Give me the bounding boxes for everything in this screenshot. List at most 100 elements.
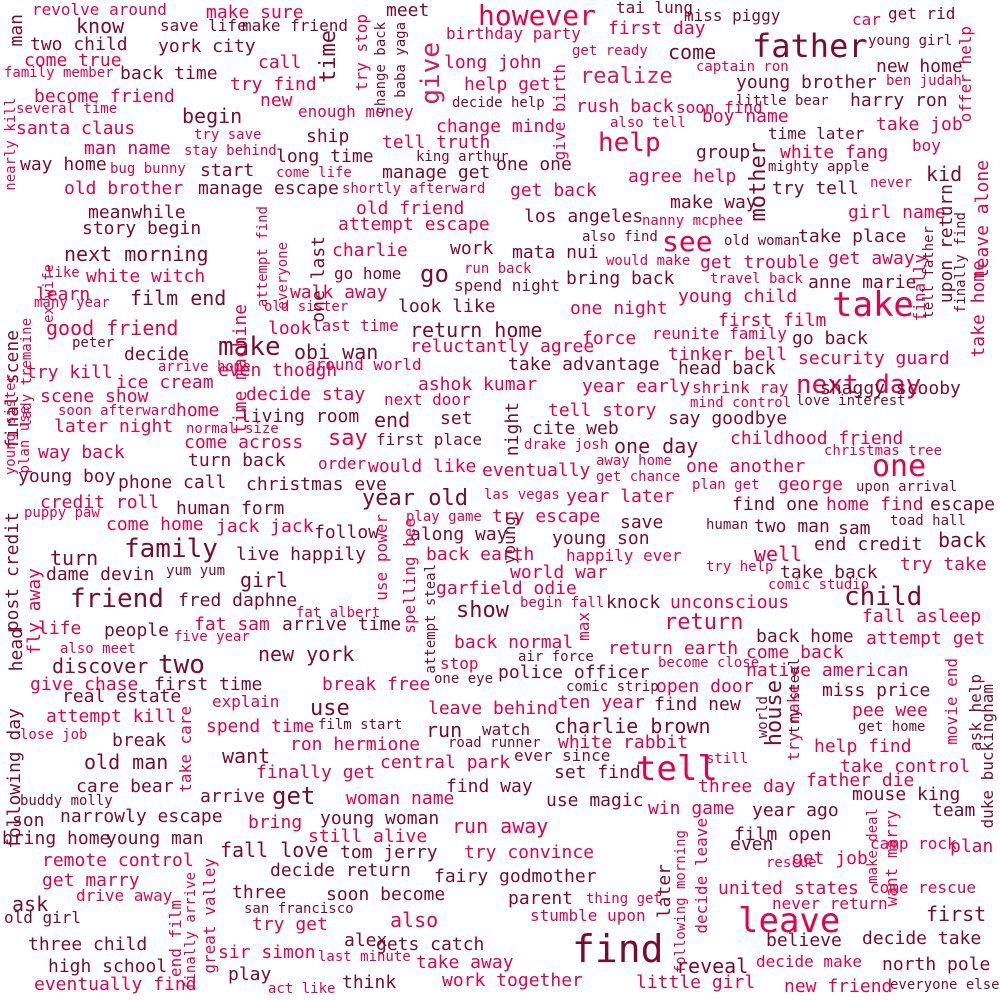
word-look: look — [268, 318, 312, 339]
word-never: never — [870, 175, 913, 191]
word-later-night: later night — [54, 416, 174, 437]
word-many-year: many year — [34, 295, 110, 311]
word-young-sister: young sister — [3, 374, 19, 476]
word-come-back: come back — [746, 642, 844, 663]
word-mighty-apple: mighty apple — [768, 159, 870, 175]
word-young-girl: young girl — [868, 33, 953, 49]
word-young-son: young son — [552, 528, 650, 549]
word-group: group — [696, 142, 751, 163]
word-stay-behind: stay behind — [184, 143, 277, 159]
word-realize: realize — [580, 64, 673, 89]
word-shrink-ray: shrink ray — [692, 378, 789, 397]
word-year-early: year early — [582, 376, 691, 397]
word-run: run — [426, 718, 463, 742]
word-try-convince: try convince — [464, 842, 595, 863]
word-arrive: arrive — [200, 786, 266, 807]
word-meet: meet — [386, 0, 430, 21]
word-one-one: one one — [496, 154, 572, 175]
word-open-door: open door — [656, 676, 754, 697]
word-end: end — [374, 408, 411, 432]
word-head-back: head back — [678, 358, 776, 379]
word-next-door: next door — [384, 390, 471, 409]
word-charlie-brown: charlie brown — [554, 714, 711, 738]
word-way-back: way back — [38, 442, 125, 463]
word-try-steal: try steal — [787, 658, 803, 734]
word-home-find: home find — [826, 494, 924, 515]
word-away-home: away home — [596, 453, 672, 469]
word-finally-find: finally find — [953, 212, 969, 314]
word-get-trouble: get trouble — [700, 252, 820, 273]
word-las-vegas: las vegas — [484, 487, 560, 503]
word-good-friend: good friend — [46, 316, 179, 340]
word-human-form: human form — [176, 498, 285, 519]
word-back-home: back home — [756, 626, 854, 647]
word-come-home: come home — [106, 514, 204, 535]
word-try-find: try find — [230, 74, 317, 95]
word-alex: alex — [344, 930, 388, 951]
word-native-american: native american — [746, 660, 909, 681]
word-try-save: try save — [194, 127, 262, 143]
word-return-earth: return earth — [608, 638, 739, 659]
word-also: also — [390, 908, 439, 932]
word-say: say — [328, 426, 368, 451]
word-life: life — [38, 618, 82, 639]
word-get-ready: get ready — [572, 43, 648, 59]
word-tinker-bell: tinker bell — [668, 344, 788, 365]
word-around-world: around world — [306, 355, 422, 374]
word-ron-hermione: ron hermione — [290, 734, 421, 755]
word-soon-afterward: soon afterward — [58, 403, 177, 419]
word-get-job: get job — [792, 848, 868, 869]
word-two-child: two child — [30, 34, 128, 55]
word-take-control: take control — [840, 756, 971, 777]
word-finally: finally — [910, 254, 929, 322]
word-say-goodbye: say goodbye — [668, 408, 788, 429]
word-ask: ask — [12, 892, 49, 916]
word-explain: explain — [212, 692, 280, 711]
word-boy: boy — [912, 136, 941, 155]
word-garfield-odie: garfield odie — [436, 578, 577, 599]
word-car: car — [852, 10, 881, 29]
word-call: call — [258, 52, 302, 73]
word-help-find: help find — [814, 736, 912, 757]
word-try-help: try help — [706, 559, 774, 575]
word-knock: knock — [606, 592, 661, 613]
word-help: help — [598, 128, 661, 158]
word-nearly-kill: nearly kill — [3, 98, 19, 191]
word-ex-wife: ex wife — [41, 264, 57, 324]
word-christmas-eve: christmas eve — [246, 474, 387, 495]
word-stumble-upon: stumble upon — [530, 906, 646, 925]
word-plan-use: plan use — [17, 406, 33, 474]
word-little-girl: little girl — [636, 972, 756, 993]
word-shaggy-scooby: shaggy scooby — [820, 378, 961, 399]
word-one-night: one night — [570, 298, 668, 319]
word-one: one — [872, 449, 927, 484]
word-sam: sam — [838, 518, 871, 539]
word-find-one: find one — [732, 494, 819, 515]
word-king-arthur: king arthur — [416, 149, 509, 165]
word-great-valley: great valley — [200, 858, 219, 974]
word-ice-cream: ice cream — [116, 372, 214, 393]
word-several-time: several time — [16, 101, 118, 117]
word-take-advantage: take advantage — [508, 354, 660, 375]
word-shortly-afterward: shortly afterward — [342, 181, 486, 197]
word-soon-become: soon become — [326, 884, 446, 905]
word-story-begin: story begin — [82, 218, 202, 239]
word-along-way: along way — [410, 524, 508, 545]
word-one-last: one last — [308, 236, 329, 323]
word-one-eye: one eye — [434, 671, 494, 687]
word-still-alive: still alive — [308, 826, 428, 847]
word-white-fang: white fang — [780, 142, 889, 163]
word-bring-home: bring home — [2, 828, 111, 849]
word-san-francisco: san francisco — [244, 901, 354, 917]
word-ship: ship — [306, 126, 350, 147]
word-decide-stay: decide stay — [246, 384, 366, 405]
word-ten-year: ten year — [558, 692, 645, 713]
word-get: get — [272, 782, 316, 810]
word-camp-rock: camp rock — [870, 834, 957, 853]
word-tell: tell — [636, 749, 718, 789]
word-eventually: eventually — [482, 460, 591, 481]
word-try-get: try get — [252, 914, 328, 935]
word-world: world — [755, 696, 771, 739]
word-order: order — [318, 454, 367, 473]
word-security-guard: security guard — [798, 348, 950, 369]
